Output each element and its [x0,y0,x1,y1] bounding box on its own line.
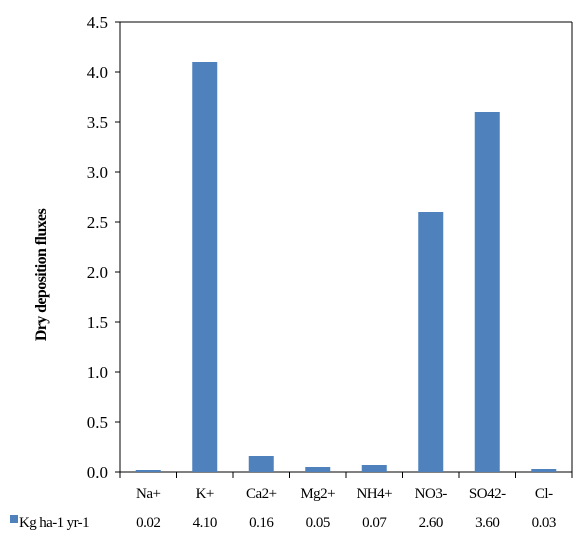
y-tick-label: 1.0 [87,363,108,382]
bar [248,456,274,472]
bar [418,212,444,472]
data-table-value: 0.16 [249,515,274,531]
y-tick-label: 2.5 [87,213,108,232]
data-table-value: 3.60 [475,515,499,531]
x-category-label: Mg2+ [300,486,335,502]
y-tick-label: 4.0 [87,63,108,82]
x-category-label: NH4+ [356,486,392,502]
legend-swatch [10,515,18,523]
x-category-label: SO42- [469,486,506,502]
bar [135,470,161,472]
x-category-label: Na+ [136,486,160,502]
bar [192,62,218,472]
x-category-label: Cl- [535,486,553,502]
y-tick-label: 3.0 [87,163,108,182]
data-table-value: 0.05 [306,515,330,531]
y-tick-label: 3.5 [87,113,108,132]
bar [474,112,500,472]
bar [531,469,557,472]
data-table-value: 4.10 [193,515,217,531]
x-category-label: Ca2+ [246,486,277,502]
y-tick-label: 4.5 [87,13,108,32]
y-tick-label: 0.5 [87,413,108,432]
plot-area: 0.0 0.5 1.0 1.5 2.0 2.5 3.0 3.5 4.0 4.5 Na+ 0.02 K+ 4… [10,13,573,531]
bar [305,467,331,472]
y-tick-label: 2.0 [87,263,108,282]
data-table-value: 2.60 [419,515,443,531]
bar [361,465,387,472]
x-category-label: NO3- [415,486,448,502]
data-table-value: 0.07 [362,515,387,531]
y-tick-label: 0.0 [87,463,108,482]
x-category-label: K+ [196,486,214,502]
data-table-value: 0.02 [136,515,160,531]
legend-label: Kg ha-1 yr-1 [19,515,89,531]
data-table-value: 0.03 [532,515,556,531]
y-tick-label: 1.5 [87,313,108,332]
y-axis-label: Dry deposition fluxes [33,208,50,341]
